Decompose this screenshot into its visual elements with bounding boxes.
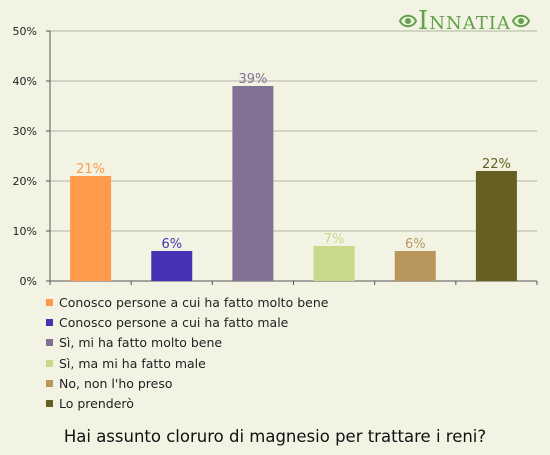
chart-title: Hai assunto cloruro di magnesio per trat…: [63, 427, 487, 446]
bar: [394, 251, 436, 281]
bar-value-label: 21%: [76, 162, 105, 177]
legend-swatch: [46, 359, 53, 367]
bar: [151, 251, 193, 281]
legend-label: Sì, mi ha fatto molto bene: [59, 335, 223, 351]
grid-lines: [50, 30, 537, 232]
leaf-icon: [398, 14, 418, 28]
legend-label: Sì, ma mi ha fatto male: [59, 355, 206, 371]
y-tick-label: 10%: [13, 225, 37, 238]
bar: [232, 86, 274, 281]
legend-swatch: [46, 298, 53, 306]
legend: Conosco persone a cui ha fatto molto ben…: [46, 292, 328, 414]
legend-item: Sì, ma mi ha fatto male: [46, 353, 328, 373]
legend-label: Conosco persone a cui ha fatto molto ben…: [59, 294, 329, 310]
legend-swatch: [46, 400, 53, 408]
legend-item: Conosco persone a cui ha fatto male: [46, 312, 328, 332]
bar: [475, 171, 517, 281]
bar-value-labels: 21% 6% 39% 7% 6% 22%: [76, 72, 511, 252]
y-axis-ticks: 0% 10% 20% 30% 40% 50%: [13, 25, 50, 288]
bar-chart: 0% 10% 20% 30% 40% 50% 21% 6% 39% 7% 6% 22%: [13, 25, 538, 288]
y-tick-label: 20%: [13, 175, 37, 188]
legend-item: No, non l'ho preso: [46, 373, 328, 393]
axes: [49, 31, 538, 285]
legend-label: No, non l'ho preso: [59, 375, 173, 391]
legend-swatch: [46, 318, 53, 326]
y-tick-label: 30%: [13, 125, 37, 138]
legend-label: Conosco persone a cui ha fatto male: [59, 314, 289, 330]
bar-value-label: 6%: [405, 237, 426, 252]
bars: [70, 86, 517, 281]
legend-item: Lo prenderò: [46, 393, 328, 413]
legend-item: Sì, mi ha fatto molto bene: [46, 333, 328, 353]
bar: [313, 246, 355, 281]
bar-value-label: 22%: [482, 157, 511, 172]
legend-swatch: [46, 379, 53, 387]
y-tick-label: 50%: [13, 25, 37, 38]
bar-value-label: 39%: [238, 72, 267, 87]
leaf-icon: [511, 14, 530, 28]
legend-item: Conosco persone a cui ha fatto molto ben…: [46, 292, 328, 312]
y-tick-label: 40%: [13, 75, 37, 88]
legend-swatch: [46, 339, 53, 347]
y-tick-label: 0%: [20, 275, 37, 288]
bar: [70, 176, 112, 281]
bar-value-label: 6%: [161, 237, 182, 252]
legend-label: Lo prenderò: [59, 396, 134, 412]
bar-value-label: 7%: [324, 232, 345, 247]
